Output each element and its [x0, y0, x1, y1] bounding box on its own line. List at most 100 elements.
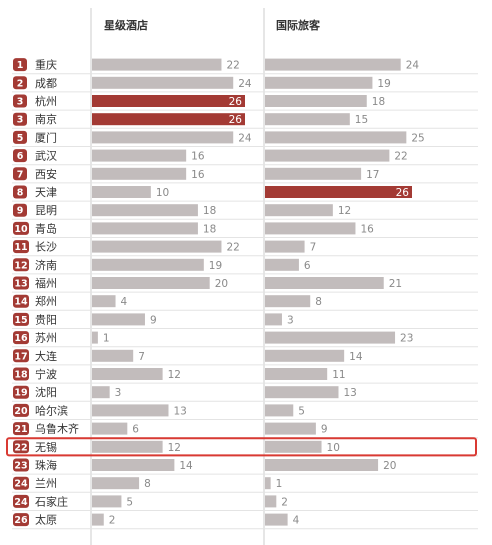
rank-badge — [13, 276, 29, 290]
rank-number: 24 — [14, 497, 28, 508]
city-label: 成都 — [35, 77, 57, 90]
bar — [92, 368, 163, 380]
data-label: 7 — [310, 242, 317, 254]
bar — [265, 313, 282, 326]
rank-badge — [13, 167, 27, 181]
rank-number: 17 — [14, 351, 27, 362]
rank-badge — [13, 94, 27, 108]
city-label: 长沙 — [35, 241, 57, 254]
rank-number: 8 — [17, 188, 24, 199]
data-label: 26 — [396, 187, 410, 199]
bar — [92, 440, 163, 453]
rank-number: 20 — [14, 406, 28, 417]
bar — [265, 149, 390, 162]
data-label: 3 — [115, 387, 122, 399]
data-label: 1 — [103, 333, 110, 345]
bar — [265, 386, 339, 399]
highlighted-row-outline — [6, 437, 477, 457]
data-label: 19 — [209, 260, 222, 272]
data-label: 12 — [168, 369, 181, 381]
city-label: 石家庄 — [35, 494, 68, 508]
rank-number: 23 — [14, 461, 27, 472]
rank-number: 2 — [17, 78, 24, 89]
city-label: 兰州 — [35, 477, 57, 490]
city-label: 贵阳 — [35, 313, 57, 326]
bar — [92, 331, 98, 344]
bar — [265, 204, 333, 217]
rank-badge — [13, 422, 29, 436]
bar — [92, 349, 134, 362]
rank-number: 19 — [14, 388, 27, 399]
data-label: 2 — [109, 515, 116, 527]
rank-number: 26 — [14, 515, 28, 526]
rank-badge — [13, 331, 29, 345]
bar — [265, 404, 294, 417]
bar — [265, 258, 299, 271]
city-label: 西安 — [35, 167, 57, 181]
rank-number: 3 — [17, 97, 24, 108]
bar — [265, 331, 396, 344]
data-label: 15 — [355, 114, 368, 126]
rank-badge — [13, 513, 29, 527]
bar — [265, 58, 401, 71]
data-label: 8 — [144, 478, 151, 490]
bar — [265, 167, 362, 180]
data-label: 1 — [276, 478, 283, 490]
data-label: 18 — [203, 223, 216, 235]
data-label: 14 — [179, 460, 193, 472]
rank-number: 24 — [14, 479, 28, 490]
city-label: 青岛 — [35, 221, 57, 235]
city-label: 昆明 — [35, 204, 57, 217]
rank-badge — [13, 294, 29, 308]
data-label: 14 — [349, 351, 363, 363]
rank-badge — [13, 203, 27, 217]
bar — [92, 222, 198, 235]
rank-number: 12 — [14, 260, 27, 271]
bar — [265, 477, 271, 490]
rank-badge — [13, 403, 29, 417]
city-label: 福州 — [35, 276, 57, 290]
rank-badge — [13, 385, 29, 399]
bar — [92, 477, 140, 490]
rank-badge — [13, 494, 29, 508]
bar — [265, 240, 305, 253]
bar — [92, 131, 234, 144]
city-label: 重庆 — [35, 58, 57, 72]
data-label: 7 — [138, 351, 145, 363]
rank-number: 3 — [17, 115, 24, 126]
bar — [265, 349, 345, 362]
city-label: 沈阳 — [35, 385, 57, 399]
chart-rows: 1 重庆 22 242 成都 24 193 杭州 26 183 南京 26 155 厦门 24 256 武汉 16… — [12, 8, 478, 545]
rank-number: 14 — [14, 297, 28, 308]
bar — [92, 95, 245, 107]
city-label: 珠海 — [35, 458, 57, 472]
city-label: 南京 — [35, 112, 57, 126]
bar — [92, 313, 145, 326]
data-label: 9 — [321, 424, 328, 436]
city-label: 天津 — [35, 186, 57, 199]
bar — [92, 277, 210, 289]
bar — [265, 440, 322, 453]
data-label: 6 — [304, 260, 311, 272]
rank-badge — [13, 349, 29, 363]
rank-number: 10 — [14, 224, 28, 235]
rank-badge — [13, 440, 29, 454]
rank-badge — [13, 58, 27, 72]
data-label: 20 — [383, 460, 396, 472]
bar — [265, 422, 316, 435]
rank-badge — [13, 185, 27, 199]
rank-number: 22 — [14, 442, 27, 453]
rank-badge — [13, 76, 27, 90]
rank-badge — [13, 112, 27, 126]
city-label: 济南 — [35, 258, 57, 272]
data-label: 26 — [229, 96, 243, 108]
city-label: 哈尔滨 — [35, 403, 68, 417]
rank-number: 9 — [17, 206, 24, 217]
data-label: 3 — [287, 314, 294, 326]
data-label: 24 — [238, 78, 252, 90]
bar — [265, 459, 379, 471]
rank-badge — [13, 240, 29, 254]
bar — [92, 167, 187, 180]
bar — [265, 495, 277, 508]
